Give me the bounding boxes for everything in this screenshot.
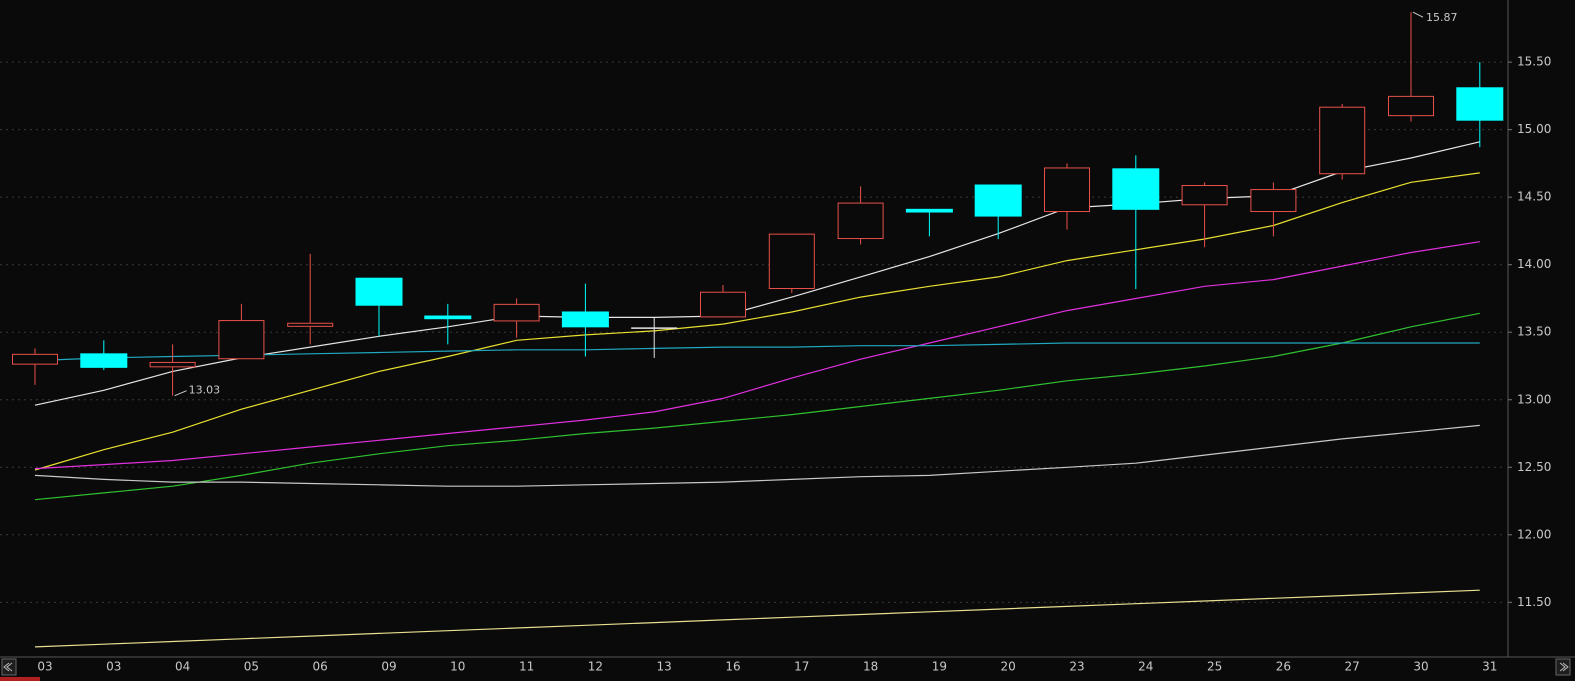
candle-body xyxy=(493,303,540,322)
min-pointer xyxy=(174,390,187,397)
candle-body xyxy=(12,353,58,365)
x-tick-label: 04 xyxy=(175,660,190,674)
y-tick-label: 14.50 xyxy=(1517,190,1551,204)
moving-averages xyxy=(34,141,1480,648)
x-tick-label: 05 xyxy=(244,660,259,674)
x-tick-label: 20 xyxy=(1001,660,1016,674)
candle-body xyxy=(1319,106,1366,175)
y-tick-label: 12.50 xyxy=(1517,460,1551,474)
x-tick-label: 23 xyxy=(1069,660,1084,674)
candle-body xyxy=(1181,185,1228,206)
y-tick-label: 13.00 xyxy=(1517,392,1551,406)
ma-line xyxy=(34,172,1480,471)
indicator-strip xyxy=(0,677,40,681)
candle-body xyxy=(1112,168,1160,210)
candle-body xyxy=(561,311,609,328)
x-tick-label: 03 xyxy=(106,660,121,674)
y-tick-label: 13.50 xyxy=(1517,325,1551,339)
x-axis-bar xyxy=(0,658,1575,681)
ma-line xyxy=(34,342,1480,362)
x-tick-label: 18 xyxy=(863,660,878,674)
candle-body xyxy=(218,320,265,360)
x-tick-label: 10 xyxy=(450,660,465,674)
y-tick-label: 15.00 xyxy=(1517,122,1551,136)
candle-body xyxy=(1388,95,1434,117)
max-pointer xyxy=(1412,11,1424,18)
candle-body xyxy=(974,184,1022,217)
max-label: 15.87 xyxy=(1426,11,1458,24)
x-tick-label: 17 xyxy=(794,660,809,674)
y-tick-label: 11.50 xyxy=(1517,595,1551,609)
x-tick-label: 09 xyxy=(381,660,396,674)
x-tick-label: 25 xyxy=(1207,660,1222,674)
x-tick-label: 30 xyxy=(1413,660,1428,674)
x-tick-label: 24 xyxy=(1138,660,1153,674)
x-tick-label: 19 xyxy=(932,660,947,674)
y-tick-label: 14.00 xyxy=(1517,257,1551,271)
ma-line xyxy=(34,141,1480,406)
candle-body xyxy=(768,233,815,290)
candle-body xyxy=(80,353,128,368)
ma-line xyxy=(34,424,1480,487)
x-tick-label: 13 xyxy=(657,660,672,674)
candle-body xyxy=(1250,189,1297,213)
ma-line xyxy=(34,589,1480,648)
candle-body xyxy=(424,315,472,320)
scroll-right[interactable] xyxy=(1555,658,1571,676)
candle-body xyxy=(355,277,403,306)
x-tick-label: 03 xyxy=(37,660,52,674)
candle-body xyxy=(837,202,884,240)
ma-line xyxy=(34,241,1480,470)
min-label: 13.03 xyxy=(189,384,221,397)
candles xyxy=(12,12,1504,396)
scroll-left[interactable] xyxy=(1,658,17,676)
x-tick-label: 06 xyxy=(313,660,328,674)
x-tick-label: 26 xyxy=(1276,660,1291,674)
y-tick-label: 12.00 xyxy=(1517,527,1551,541)
candle-body xyxy=(1044,167,1090,213)
candle-body xyxy=(287,322,334,327)
x-tick-label: 31 xyxy=(1482,660,1497,674)
candle-body xyxy=(905,208,953,213)
y-tick-label: 15.50 xyxy=(1517,55,1551,69)
labels: 11.50 12.00 12.50 13.00 13.50 14.00 14.50 15.00… xyxy=(37,11,1551,673)
x-tick-label: 12 xyxy=(588,660,603,674)
grid xyxy=(0,61,1512,603)
x-tick-label: 11 xyxy=(519,660,534,674)
x-tick-label: 16 xyxy=(725,660,740,674)
candle-body xyxy=(1456,87,1504,121)
x-tick-label: 27 xyxy=(1345,660,1360,674)
candle-body xyxy=(700,291,746,318)
ma-line xyxy=(34,312,1480,501)
candle-body xyxy=(149,361,196,368)
